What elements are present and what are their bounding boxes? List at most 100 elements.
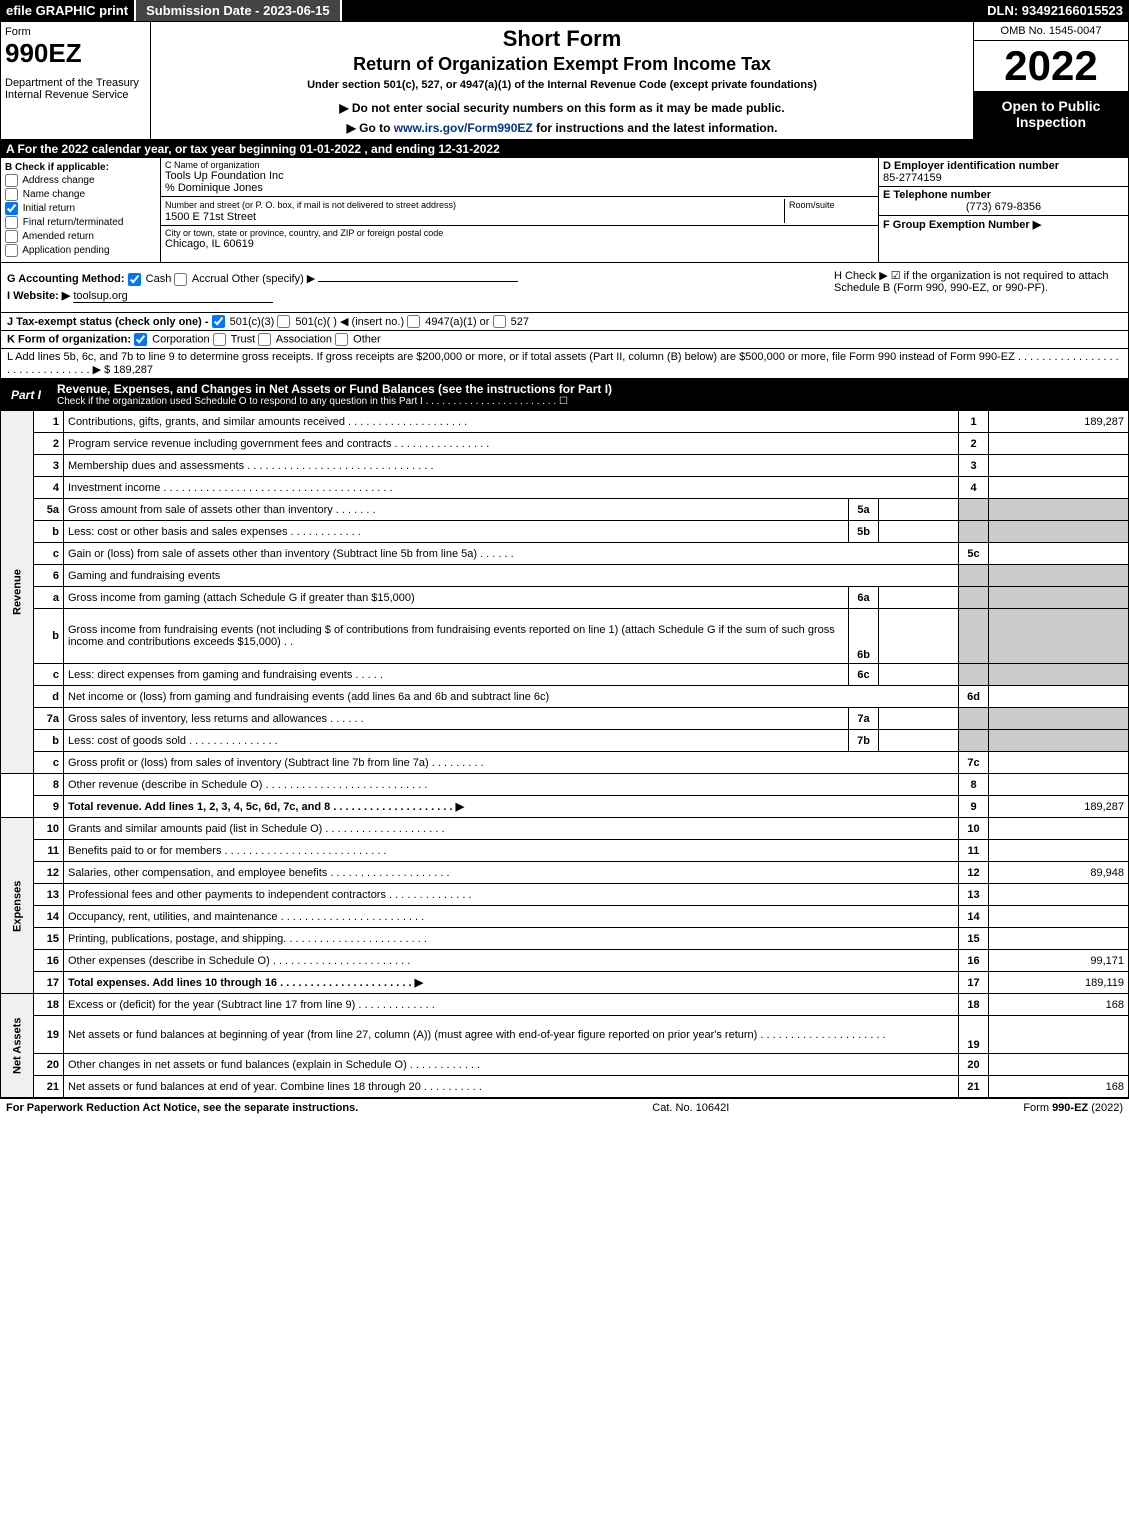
- cb-assoc[interactable]: [258, 333, 271, 346]
- header-mid: Short Form Return of Organization Exempt…: [151, 22, 973, 139]
- part1-title: Revenue, Expenses, and Changes in Net As…: [51, 380, 1128, 409]
- netassets-vlabel: Net Assets: [1, 994, 34, 1098]
- header-right: OMB No. 1545-0047 2022 Open to Public In…: [973, 22, 1128, 139]
- submission-date: Submission Date - 2023-06-15: [134, 0, 342, 21]
- line-7a: 7aGross sales of inventory, less returns…: [1, 708, 1129, 730]
- row-g: G Accounting Method: Cash Accrual Other …: [7, 272, 822, 286]
- cb-app-pending[interactable]: Application pending: [5, 244, 156, 257]
- efile-label[interactable]: efile GRAPHIC print: [0, 0, 134, 21]
- line-6b: bGross income from fundraising events (n…: [1, 609, 1129, 664]
- c-city-row: City or town, state or province, country…: [161, 226, 878, 252]
- part1-header: Part I Revenue, Expenses, and Changes in…: [0, 379, 1129, 410]
- cb-527[interactable]: [493, 315, 506, 328]
- line-11: 11Benefits paid to or for members . . . …: [1, 840, 1129, 862]
- goto-note: ▶ Go to www.irs.gov/Form990EZ for instru…: [155, 121, 969, 135]
- tax-year: 2022: [974, 41, 1128, 92]
- line-18: Net Assets 18Excess or (deficit) for the…: [1, 994, 1129, 1016]
- cb-501c[interactable]: [277, 315, 290, 328]
- f-label: F Group Exemption Number ▶: [883, 219, 1041, 231]
- line-7b: bLess: cost of goods sold . . . . . . . …: [1, 730, 1129, 752]
- d-label: D Employer identification number: [883, 160, 1124, 172]
- line-5a: 5aGross amount from sale of assets other…: [1, 499, 1129, 521]
- line-16: 16Other expenses (describe in Schedule O…: [1, 950, 1129, 972]
- cb-name-change[interactable]: Name change: [5, 188, 156, 201]
- line-5b: bLess: cost or other basis and sales exp…: [1, 521, 1129, 543]
- c-city-label: City or town, state or province, country…: [165, 228, 874, 238]
- f-group-row: F Group Exemption Number ▶: [879, 216, 1128, 262]
- line-2: 2Program service revenue including gover…: [1, 433, 1129, 455]
- open-to-public: Open to Public Inspection: [974, 92, 1128, 139]
- ssn-warning: ▶ Do not enter social security numbers o…: [155, 101, 969, 115]
- part1-label: Part I: [1, 386, 51, 404]
- c-care-of: % Dominique Jones: [165, 182, 874, 194]
- cb-initial-return[interactable]: Initial return: [5, 202, 156, 215]
- line-3: 3Membership dues and assessments . . . .…: [1, 455, 1129, 477]
- c-org-name-row: C Name of organization Tools Up Foundati…: [161, 158, 878, 197]
- line-4: 4Investment income . . . . . . . . . . .…: [1, 477, 1129, 499]
- line-19: 19Net assets or fund balances at beginni…: [1, 1016, 1129, 1054]
- form-word: Form: [5, 26, 146, 38]
- row-j: J Tax-exempt status (check only one) - 5…: [0, 313, 1129, 332]
- irs-link[interactable]: www.irs.gov/Form990EZ: [394, 121, 533, 135]
- form-number: 990EZ: [5, 38, 146, 69]
- cb-amended-return[interactable]: Amended return: [5, 230, 156, 243]
- c-org-name: Tools Up Foundation Inc: [165, 170, 874, 182]
- line-8: 8Other revenue (describe in Schedule O) …: [1, 774, 1129, 796]
- footer-right: Form 990-EZ (2022): [1023, 1102, 1123, 1114]
- line-10: Expenses 10Grants and similar amounts pa…: [1, 818, 1129, 840]
- section-def: D Employer identification number 85-2774…: [878, 158, 1128, 262]
- cb-cash[interactable]: [128, 273, 141, 286]
- l-gross-receipts: 189,287: [113, 364, 153, 376]
- subtitle: Under section 501(c), 527, or 4947(a)(1)…: [155, 79, 969, 91]
- section-c: C Name of organization Tools Up Foundati…: [161, 158, 878, 262]
- top-bar: efile GRAPHIC print Submission Date - 20…: [0, 0, 1129, 21]
- cb-4947[interactable]: [407, 315, 420, 328]
- d-ein: 85-2774159: [883, 172, 1124, 184]
- header-left: Form 990EZ Department of the Treasury In…: [1, 22, 151, 139]
- lines-table: Revenue 1 Contributions, gifts, grants, …: [0, 410, 1129, 1098]
- line-13: 13Professional fees and other payments t…: [1, 884, 1129, 906]
- part1-checko: Check if the organization used Schedule …: [57, 396, 1122, 407]
- line-17: 17Total expenses. Add lines 10 through 1…: [1, 972, 1129, 994]
- footer-center: Cat. No. 10642I: [358, 1102, 1023, 1114]
- line-21: 21Net assets or fund balances at end of …: [1, 1076, 1129, 1098]
- c-street-label: Number and street (or P. O. box, if mail…: [165, 200, 456, 210]
- line-1: Revenue 1 Contributions, gifts, grants, …: [1, 411, 1129, 433]
- cb-other-org[interactable]: [335, 333, 348, 346]
- title-return: Return of Organization Exempt From Incom…: [155, 54, 969, 75]
- e-phone-row: E Telephone number (773) 679-8356: [879, 187, 1128, 216]
- line-6a: aGross income from gaming (attach Schedu…: [1, 587, 1129, 609]
- line-12: 12Salaries, other compensation, and empl…: [1, 862, 1129, 884]
- row-h: H Check ▶ ☑ if the organization is not r…: [828, 263, 1128, 312]
- line-6c: cLess: direct expenses from gaming and f…: [1, 664, 1129, 686]
- line-14: 14Occupancy, rent, utilities, and mainte…: [1, 906, 1129, 928]
- line-7c: cGross profit or (loss) from sales of in…: [1, 752, 1129, 774]
- cb-final-return[interactable]: Final return/terminated: [5, 216, 156, 229]
- cb-trust[interactable]: [213, 333, 226, 346]
- section-bcdef: B Check if applicable: Address change Na…: [0, 158, 1129, 263]
- line-15: 15Printing, publications, postage, and s…: [1, 928, 1129, 950]
- title-short-form: Short Form: [155, 26, 969, 52]
- cb-accrual[interactable]: [174, 273, 187, 286]
- cb-address-change[interactable]: Address change: [5, 174, 156, 187]
- page-footer: For Paperwork Reduction Act Notice, see …: [0, 1098, 1129, 1117]
- row-a-tax-year: A For the 2022 calendar year, or tax yea…: [0, 140, 1129, 158]
- line-9: 9Total revenue. Add lines 1, 2, 3, 4, 5c…: [1, 796, 1129, 818]
- form-header: Form 990EZ Department of the Treasury In…: [0, 21, 1129, 140]
- section-ghi: G Accounting Method: Cash Accrual Other …: [0, 263, 1129, 313]
- e-phone: (773) 679-8356: [883, 201, 1124, 213]
- g-other-line[interactable]: [318, 281, 518, 282]
- dept-label: Department of the Treasury Internal Reve…: [5, 77, 146, 101]
- c-name-label: C Name of organization: [165, 160, 874, 170]
- e-label: E Telephone number: [883, 189, 1124, 201]
- dln-label: DLN: 93492166015523: [981, 0, 1129, 21]
- row-l: L Add lines 5b, 6c, and 7b to line 9 to …: [0, 349, 1129, 379]
- website-link[interactable]: toolsup.org: [73, 290, 273, 303]
- b-header: B Check if applicable:: [5, 162, 156, 173]
- line-20: 20Other changes in net assets or fund ba…: [1, 1054, 1129, 1076]
- cb-corp[interactable]: [134, 333, 147, 346]
- cb-501c3[interactable]: [212, 315, 225, 328]
- c-street: 1500 E 71st Street: [165, 211, 784, 223]
- footer-left: For Paperwork Reduction Act Notice, see …: [6, 1102, 358, 1114]
- expenses-vlabel: Expenses: [1, 818, 34, 994]
